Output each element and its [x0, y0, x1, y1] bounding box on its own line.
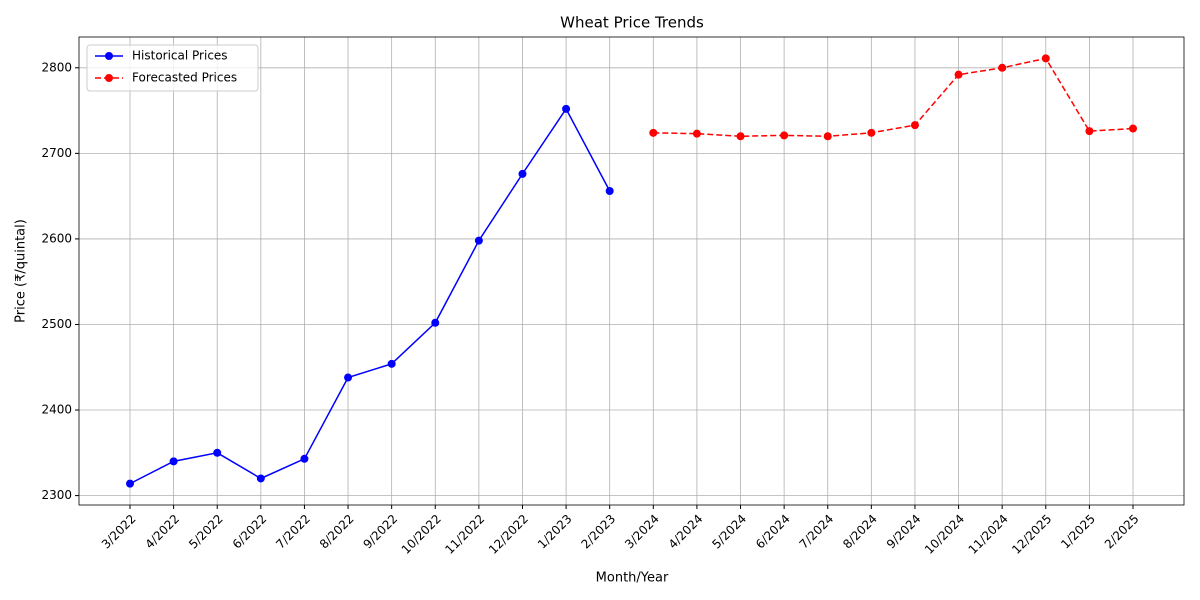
data-point	[518, 169, 527, 178]
y-tick-label: 2700	[41, 146, 72, 160]
data-point	[126, 479, 134, 488]
series-line	[129, 107, 611, 485]
y-tick-label: 2600	[41, 231, 72, 245]
plot-frame	[78, 36, 1185, 506]
data-point	[692, 129, 701, 138]
y-axis-label: Price (₹/quintal)	[14, 219, 29, 323]
data-point	[213, 448, 222, 457]
data-point	[823, 132, 832, 141]
y-tick-label: 2800	[41, 60, 72, 74]
y-tick-label: 2400	[41, 403, 72, 417]
y-tick-label: 2300	[41, 488, 72, 502]
data-point	[562, 104, 571, 113]
data-point	[256, 474, 265, 483]
data-point	[431, 318, 440, 327]
x-axis-label: Month/Year	[596, 571, 669, 586]
y-tick-label: 2500	[41, 317, 72, 331]
series-line	[653, 57, 1134, 137]
data-point	[998, 63, 1007, 72]
legend-marker	[105, 52, 113, 60]
legend: Historical Prices Forecasted Prices	[86, 44, 259, 92]
data-point	[649, 128, 658, 137]
data-point	[736, 132, 745, 141]
data-point	[910, 121, 919, 130]
data-point	[780, 131, 789, 140]
data-point	[344, 373, 353, 382]
data-point	[1085, 127, 1094, 136]
data-point	[387, 359, 396, 368]
chart-title: Wheat Price Trends	[560, 14, 704, 32]
data-point	[867, 128, 876, 137]
data-point	[1041, 54, 1050, 63]
data-point	[1129, 124, 1137, 133]
legend-label: Forecasted Prices	[132, 71, 237, 85]
legend-label: Historical Prices	[132, 49, 228, 63]
data-point	[169, 457, 178, 466]
data-point	[300, 454, 309, 463]
data-point	[605, 187, 614, 196]
legend-marker	[105, 74, 113, 82]
data-point	[474, 236, 483, 245]
legend-box	[86, 44, 259, 92]
data-point	[954, 70, 963, 79]
